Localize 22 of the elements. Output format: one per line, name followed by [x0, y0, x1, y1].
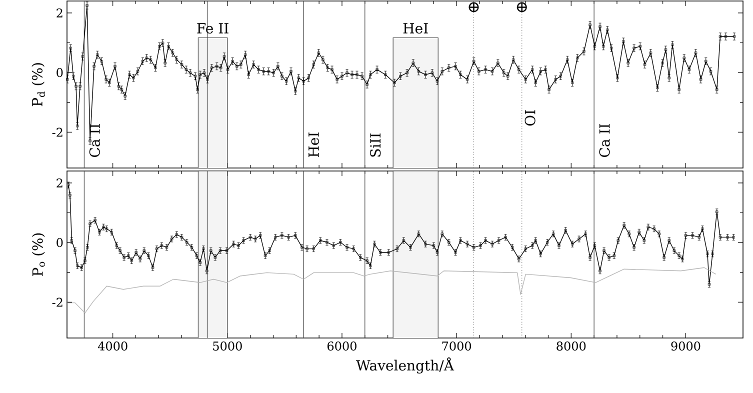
x-tick-label: 8000: [556, 342, 586, 351]
ref-line-label: HeI: [308, 132, 319, 158]
ref-line-label: ⊕: [516, 2, 527, 12]
y-axis-title: P$_{d}$ (%): [32, 63, 45, 106]
annotation: OI: [524, 110, 536, 126]
ref-line-label: Ca II: [599, 124, 610, 158]
y-tick-label: 2: [56, 8, 62, 18]
y-tick-label: -2: [52, 298, 62, 307]
y-tick-label: 0: [56, 68, 63, 78]
x-tick-label: 5000: [213, 342, 242, 351]
x-tick-label: 6000: [328, 342, 356, 351]
y-tick-label: -2: [52, 128, 62, 137]
x-tick-label: 9000: [671, 342, 700, 351]
x-axis-title: Wavelength/Å: [356, 357, 454, 374]
y-tick-label: 0: [56, 238, 63, 248]
x-tick-label: 4000: [98, 342, 128, 351]
band-label: HeI: [403, 23, 428, 34]
ref-line-label: SiII: [370, 133, 381, 157]
y-axis-title: P$_{o}$ (%): [32, 233, 45, 276]
y-tick-label: 2: [56, 178, 62, 188]
ref-line-label: ⊕: [468, 2, 479, 12]
x-tick-label: 7000: [442, 342, 472, 351]
